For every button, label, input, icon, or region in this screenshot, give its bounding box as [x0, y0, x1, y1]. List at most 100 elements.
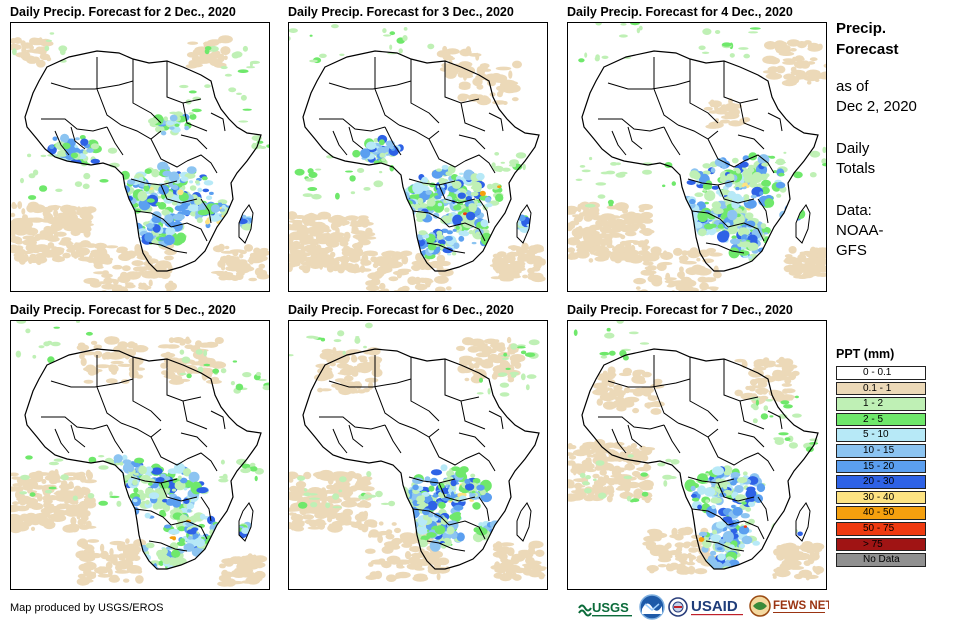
country-borders — [581, 348, 819, 570]
legend-swatch — [836, 397, 926, 411]
partner-logos: USGS USAID FEWS NET — [577, 594, 829, 620]
as-of-date: as of Dec 2, 2020 — [836, 77, 964, 117]
panel-title: Daily Precip. Forecast for 4 Dec., 2020 — [567, 5, 793, 19]
legend-label: 10 - 15 — [863, 444, 895, 456]
forecast-map — [10, 22, 270, 292]
forecast-map — [10, 320, 270, 590]
legend-label: 0 - 0.1 — [863, 367, 892, 378]
legend-swatch — [836, 490, 926, 505]
precip-map-svg — [11, 32, 269, 291]
legend-title: PPT (mm) — [836, 347, 895, 361]
light-rain-layer — [289, 24, 527, 200]
map-panel: Daily Precip. Forecast for 4 Dec., 2020 — [567, 4, 827, 292]
legend-item: 20 - 30 — [836, 474, 926, 490]
usgs-logo-text: USGS — [592, 600, 629, 615]
legend-swatch — [836, 412, 926, 427]
precip-map-svg — [568, 321, 825, 581]
legend-item: 0.1 - 1 — [836, 381, 926, 397]
legend-item: 2 - 5 — [836, 412, 926, 428]
panel-title: Daily Precip. Forecast for 2 Dec., 2020 — [10, 5, 236, 19]
precip-map-svg — [289, 24, 546, 291]
country-borders — [302, 348, 540, 570]
legend-label: 1 - 2 — [863, 398, 884, 410]
usgs-logo: USGS — [578, 600, 632, 617]
legend-swatch — [836, 521, 926, 536]
fews-net-logo: FEWS NET — [749, 595, 829, 617]
legend-swatch — [836, 428, 926, 442]
as-of-line: Dec 2, 2020 — [836, 98, 917, 115]
light-rain-layer — [575, 23, 826, 208]
legend-swatch — [836, 381, 926, 396]
legend-swatch — [836, 459, 926, 474]
legend-label: 2 - 5 — [863, 413, 884, 425]
light-rain-layer — [573, 321, 819, 503]
noaa-logo — [639, 594, 665, 620]
data-source-line: NOAA- — [836, 222, 884, 239]
light-rain-layer — [15, 321, 269, 507]
legend-item: 0 - 0.1 — [836, 365, 926, 381]
country-borders — [581, 50, 819, 272]
forecast-map — [288, 320, 548, 590]
map-panel: Daily Precip. Forecast for 3 Dec., 2020 — [288, 4, 548, 292]
legend-item: 10 - 15 — [836, 443, 926, 459]
map-credit: Map produced by USGS/EROS — [10, 602, 164, 614]
legend-label: 15 - 20 — [863, 460, 895, 472]
dry-area-layer — [568, 39, 826, 291]
usaid-logo: USAID — [691, 598, 743, 616]
legend-swatch — [836, 537, 926, 552]
map-panel: Daily Precip. Forecast for 7 Dec., 2020 — [567, 302, 827, 590]
legend-item: 5 - 10 — [836, 427, 926, 443]
light-rain-layer — [289, 322, 540, 509]
country-borders — [24, 348, 262, 570]
fews-net-logo-text: FEWS NET — [773, 600, 829, 612]
sidebar-title: Precip. Forecast — [836, 18, 964, 60]
forecast-map — [567, 320, 827, 590]
panel-title: Daily Precip. Forecast for 7 Dec., 2020 — [567, 303, 793, 317]
dry-area-layer — [11, 35, 269, 291]
precip-map-svg — [11, 321, 269, 587]
legend-item: 50 - 75 — [836, 521, 926, 537]
dry-area-layer — [568, 356, 825, 581]
as-of-line: as of — [836, 78, 869, 95]
legend-item: 30 - 40 — [836, 490, 926, 506]
panel-title: Daily Precip. Forecast for 5 Dec., 2020 — [10, 303, 236, 317]
rain-layer — [47, 111, 256, 247]
legend-item: > 75 — [836, 537, 926, 553]
totals-line: Daily — [836, 140, 870, 157]
country-borders — [24, 50, 262, 272]
legend-label: > 75 — [863, 538, 883, 550]
legend-item: 40 - 50 — [836, 505, 926, 521]
usaid-seal-logo — [668, 597, 688, 617]
legend-item: No Data — [836, 552, 926, 568]
rain-layer — [352, 134, 532, 260]
legend-label: 30 - 40 — [863, 491, 895, 503]
sidebar-title-line: Forecast — [836, 41, 899, 58]
legend-swatch — [836, 553, 926, 567]
usaid-logo-text: USAID — [691, 598, 738, 615]
precip-map-svg — [568, 23, 826, 291]
forecast-map — [567, 22, 827, 292]
dry-area-layer — [289, 45, 546, 291]
forecast-map — [288, 22, 548, 292]
panel-title: Daily Precip. Forecast for 6 Dec., 2020 — [288, 303, 514, 317]
country-borders — [302, 50, 540, 272]
dry-area-layer — [289, 336, 547, 582]
sidebar-info: Precip. Forecast as of Dec 2, 2020 Daily… — [836, 18, 964, 261]
precip-legend: PPT (mm) 0 - 0.1 0.1 - 1 1 - 2 2 - 5 5 - 10 1… — [836, 346, 926, 568]
legend-label: 40 - 50 — [863, 507, 895, 519]
precip-map-svg — [289, 322, 547, 582]
legend-rows: 0 - 0.1 0.1 - 1 1 - 2 2 - 5 5 - 10 10 - 15 15 … — [836, 365, 926, 568]
legend-swatch — [836, 443, 926, 458]
map-panel: Daily Precip. Forecast for 2 Dec., 2020 — [10, 4, 270, 292]
totals-label: Daily Totals — [836, 139, 964, 179]
map-panel: Daily Precip. Forecast for 6 Dec., 2020 — [288, 302, 548, 590]
totals-line: Totals — [836, 160, 876, 177]
legend-label: 50 - 75 — [863, 522, 895, 534]
light-rain-layer — [12, 32, 269, 200]
legend-item: 15 - 20 — [836, 459, 926, 475]
panel-title: Daily Precip. Forecast for 3 Dec., 2020 — [288, 5, 514, 19]
data-source-line: Data: — [836, 202, 872, 219]
sidebar-title-line: Precip. — [836, 20, 887, 37]
data-source: Data: NOAA- GFS — [836, 201, 964, 261]
map-panel: Daily Precip. Forecast for 5 Dec., 2020 — [10, 302, 270, 590]
